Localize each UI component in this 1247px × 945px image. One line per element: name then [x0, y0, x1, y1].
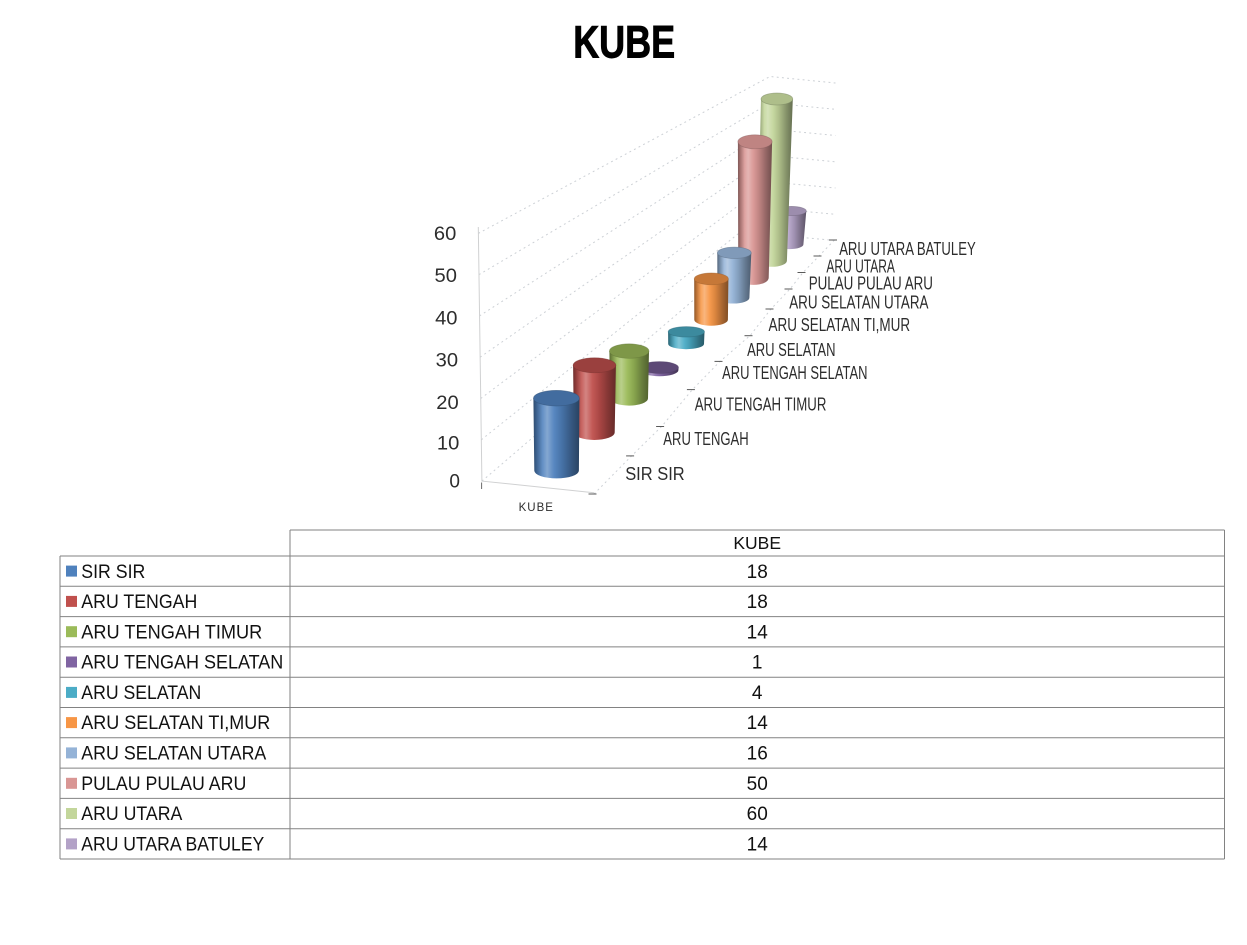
svg-text:ARU UTARA: ARU UTARA — [826, 256, 895, 276]
svg-text:ARU TENGAH SELATAN: ARU TENGAH SELATAN — [722, 363, 867, 383]
svg-text:20: 20 — [436, 393, 458, 414]
svg-text:ARU TENGAH TIMUR: ARU TENGAH TIMUR — [81, 622, 262, 643]
svg-text:14: 14 — [747, 713, 769, 734]
svg-text:SIR SIR: SIR SIR — [81, 562, 145, 583]
svg-text:KUBE: KUBE — [573, 17, 675, 68]
svg-text:PULAU PULAU ARU: PULAU PULAU ARU — [81, 774, 246, 795]
svg-text:ARU SELATAN TI,MUR: ARU SELATAN TI,MUR — [769, 315, 911, 335]
svg-text:40: 40 — [435, 308, 457, 329]
svg-text:60: 60 — [434, 224, 456, 245]
svg-text:ARU TENGAH: ARU TENGAH — [663, 429, 748, 449]
svg-text:ARU TENGAH TIMUR: ARU TENGAH TIMUR — [695, 395, 827, 415]
svg-text:0: 0 — [449, 472, 460, 493]
svg-text:ARU SELATAN UTARA: ARU SELATAN UTARA — [789, 293, 928, 313]
svg-text:60: 60 — [747, 804, 768, 825]
svg-text:ARU TENGAH: ARU TENGAH — [81, 592, 197, 613]
svg-text:SIR SIR: SIR SIR — [625, 464, 685, 484]
svg-text:ARU UTARA BATULEY: ARU UTARA BATULEY — [839, 239, 976, 259]
svg-text:KUBE: KUBE — [519, 502, 554, 514]
svg-text:ARU SELATAN TI,MUR: ARU SELATAN TI,MUR — [81, 713, 270, 734]
svg-text:4: 4 — [752, 683, 763, 704]
svg-text:30: 30 — [436, 351, 458, 372]
svg-text:1: 1 — [752, 653, 763, 674]
svg-text:10: 10 — [437, 434, 459, 455]
svg-text:14: 14 — [747, 835, 769, 856]
svg-text:ARU SELATAN UTARA: ARU SELATAN UTARA — [81, 744, 266, 765]
svg-text:PULAU PULAU ARU: PULAU PULAU ARU — [809, 274, 933, 294]
svg-text:ARU SELATAN: ARU SELATAN — [747, 340, 835, 360]
svg-text:50: 50 — [435, 266, 457, 287]
svg-text:KUBE: KUBE — [733, 533, 781, 553]
svg-text:16: 16 — [747, 744, 768, 765]
svg-text:ARU UTARA: ARU UTARA — [81, 804, 182, 825]
svg-text:ARU SELATAN: ARU SELATAN — [81, 683, 201, 704]
svg-text:14: 14 — [747, 622, 769, 643]
svg-text:18: 18 — [747, 592, 768, 613]
svg-text:ARU TENGAH SELATAN: ARU TENGAH SELATAN — [81, 653, 283, 674]
svg-text:18: 18 — [747, 562, 768, 583]
svg-text:50: 50 — [747, 774, 768, 795]
svg-text:ARU UTARA BATULEY: ARU UTARA BATULEY — [81, 835, 264, 856]
